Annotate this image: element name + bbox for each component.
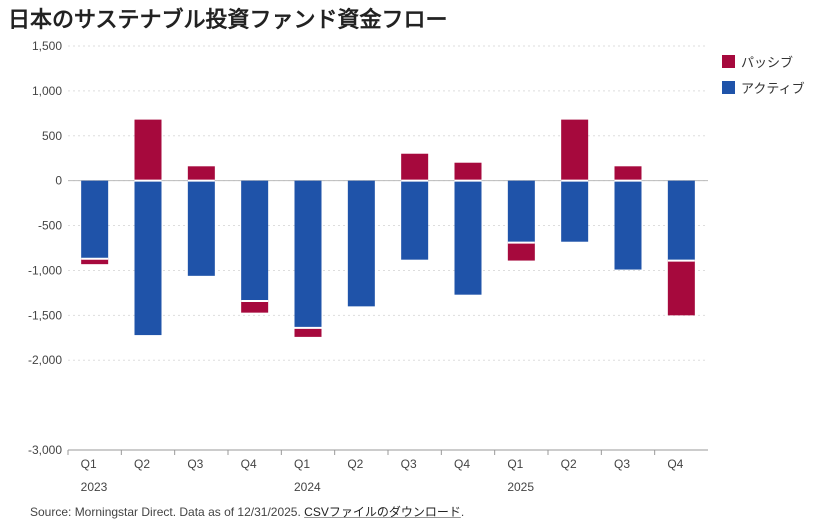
bar-active[interactable] [241, 180, 269, 301]
y-tick-label: 1,000 [32, 84, 62, 98]
x-tick-label: Q1 [507, 457, 523, 471]
x-tick-label: Q2 [134, 457, 150, 471]
legend: パッシブ アクティブ [722, 48, 805, 100]
bar-active[interactable] [294, 180, 322, 328]
bar-active[interactable] [614, 180, 642, 270]
bar-passive[interactable] [241, 300, 269, 313]
bar-passive[interactable] [667, 260, 695, 316]
flow-chart: 1,500 1,000 500 0 -500 -1,000 -1,500 -2,000 -3,0… [28, 39, 708, 494]
y-tick-label: -500 [38, 219, 62, 233]
legend-label-active: アクティブ [741, 81, 805, 97]
bar-active[interactable] [81, 180, 109, 259]
y-tick-label: -1,000 [28, 263, 62, 277]
bar-active[interactable] [187, 180, 215, 276]
y-axis-ticks: 1,500 1,000 500 0 -500 -1,000 -1,500 -2,000 -3,0… [28, 39, 62, 457]
bar-passive[interactable] [134, 119, 162, 181]
grid-lines [68, 45, 708, 451]
legend-swatch-passive [722, 54, 735, 68]
bar-passive[interactable] [401, 153, 429, 181]
x-tick-label: Q4 [241, 457, 257, 471]
bar-active[interactable] [454, 180, 482, 295]
x-axis-ticks: Q1 Q2 Q3 Q4 Q1 Q2 Q3 Q4 Q1 Q2 Q3 Q4 2023 2024 2025 [67, 450, 684, 494]
x-tick-label: Q4 [667, 457, 683, 471]
bar-passive[interactable] [294, 327, 322, 337]
source-text: Source: Morningstar Direct. Data as of 1… [30, 505, 301, 519]
x-tick-label: Q1 [294, 457, 310, 471]
bar-active[interactable] [667, 180, 695, 261]
y-tick-label: -3,000 [28, 443, 62, 457]
x-tick-label: Q1 [81, 457, 97, 471]
bar-active[interactable] [134, 180, 162, 336]
y-tick-label: -2,000 [28, 353, 62, 367]
legend-item-active[interactable]: アクティブ [722, 74, 805, 100]
y-tick-label: 500 [42, 129, 62, 143]
bar-passive[interactable] [454, 162, 482, 181]
bar-active[interactable] [561, 180, 589, 242]
y-tick-label: -1,500 [28, 308, 62, 322]
bar-active[interactable] [401, 180, 429, 260]
y-tick-label: 1,500 [32, 39, 62, 53]
legend-item-passive[interactable]: パッシブ [722, 48, 805, 74]
bar-passive[interactable] [507, 242, 535, 261]
x-tick-label: Q4 [454, 457, 470, 471]
x-tick-label: Q3 [614, 457, 630, 471]
bar-series [81, 119, 695, 337]
legend-label-passive: パッシブ [741, 55, 794, 71]
source-tail: . [460, 505, 465, 519]
x-tick-label: Q2 [347, 457, 363, 471]
x-tick-label: Q2 [561, 457, 577, 471]
x-year-label: 2024 [294, 480, 321, 494]
source-note: Source: Morningstar Direct. Data as of 1… [30, 503, 464, 520]
x-tick-label: Q3 [401, 457, 417, 471]
bar-active[interactable] [507, 180, 535, 243]
bar-passive[interactable] [561, 119, 589, 181]
legend-swatch-active [722, 80, 735, 94]
csv-download-link[interactable]: CSVファイルのダウンロード [304, 505, 461, 519]
bar-passive[interactable] [81, 258, 109, 265]
bar-active[interactable] [347, 180, 375, 307]
x-tick-label: Q3 [187, 457, 203, 471]
y-tick-label: 0 [55, 174, 62, 188]
chart-title: 日本のサステナブル投資ファンド資金フロー [8, 8, 448, 33]
x-year-label: 2025 [507, 480, 534, 494]
bar-passive[interactable] [614, 166, 642, 181]
x-year-label: 2023 [81, 480, 108, 494]
bar-passive[interactable] [187, 166, 215, 181]
